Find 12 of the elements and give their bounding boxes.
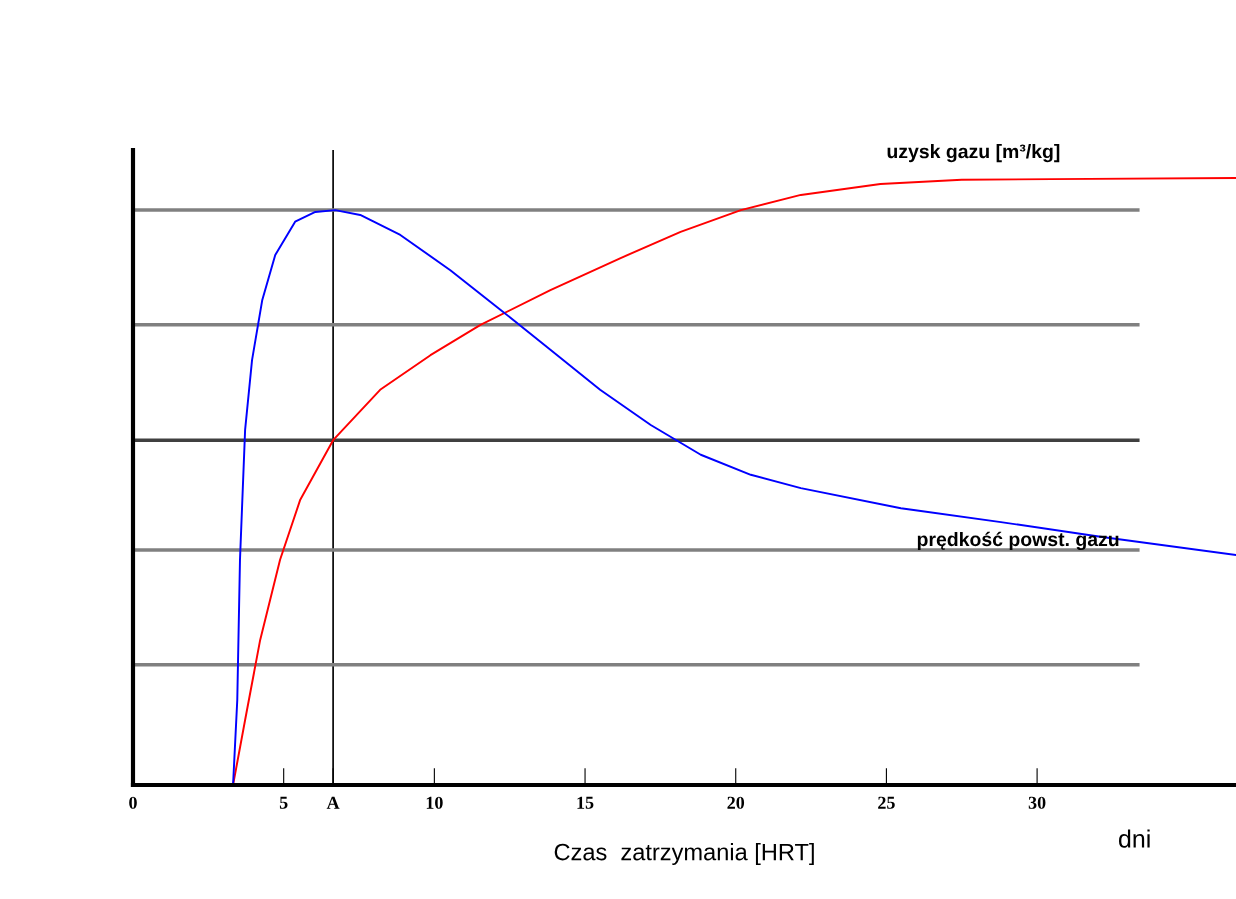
x-tick-label: 25 [878,796,895,809]
x-tick-label: 20 [727,796,745,809]
x-tick-label: 10 [426,796,443,809]
x-tick-label: A [326,796,340,809]
x-axis-title: Czas zatrzymania [HRT] [554,843,814,866]
text: dni [1119,829,1150,848]
x-tick-label: 0 [129,796,137,809]
x-tick-label: 30 [1028,796,1046,809]
x-tick-label: 5 [279,796,288,809]
series-label: uzysk gazu [m³/kg] [887,144,1060,163]
series-label: prędkość powst. gazu [917,531,1119,551]
x-tick-label: 15 [577,796,594,809]
